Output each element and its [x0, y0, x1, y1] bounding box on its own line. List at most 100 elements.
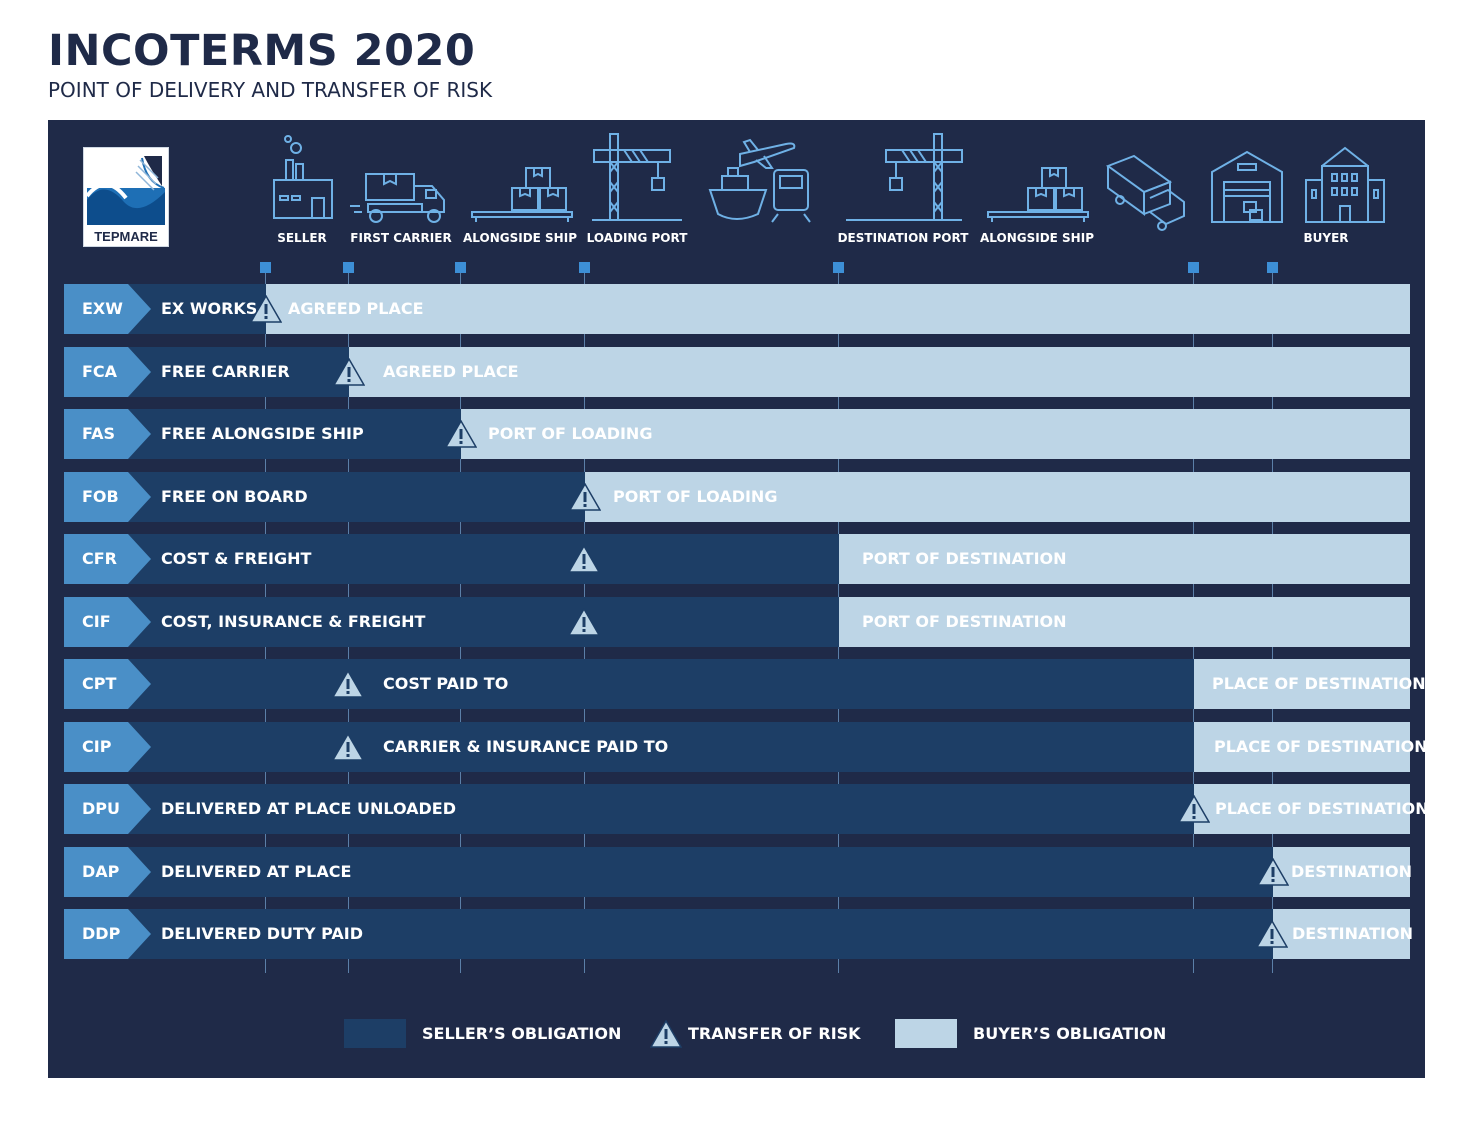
- buyer-obligation-bar: [839, 597, 1410, 647]
- stage-label-seller: SELLER: [277, 231, 327, 245]
- transfer-of-risk-icon: [568, 608, 600, 636]
- transfer-of-risk-icon: [333, 358, 365, 386]
- term-name: DELIVERED DUTY PAID: [161, 924, 363, 943]
- term-code: CIP: [82, 737, 112, 756]
- delivery-point-label: PORT OF DESTINATION: [862, 612, 1067, 631]
- term-row-cfr: CFR COST & FREIGHT PORT OF DESTINATION: [64, 534, 1410, 584]
- delivery-point-label: PORT OF DESTINATION: [862, 549, 1067, 568]
- legend-seller-swatch: [344, 1019, 406, 1048]
- term-code-chevron: [64, 847, 151, 897]
- buyer-obligation-bar: [266, 284, 1410, 334]
- term-name: COST & FREIGHT: [161, 549, 312, 568]
- page-subtitle: POINT OF DELIVERY AND TRANSFER OF RISK: [48, 78, 493, 102]
- term-name: FREE ON BOARD: [161, 487, 308, 506]
- timeline-marker: [260, 262, 271, 273]
- pallet-boxes-icon: [471, 167, 573, 222]
- delivery-point-label: PORT OF LOADING: [613, 487, 778, 506]
- page-title: INCOTERMS 2020: [48, 26, 476, 76]
- buyer-obligation-bar: [349, 347, 1410, 397]
- seller-obligation-bar: [64, 722, 1194, 772]
- term-name: EX WORKS: [161, 299, 258, 318]
- term-row-cip: CIP CARRIER & INSURANCE PAID TO PLACE OF…: [64, 722, 1428, 772]
- delivery-point-label: DESTINATION: [1291, 862, 1412, 881]
- term-code-chevron: [64, 597, 151, 647]
- term-code-chevron: [64, 347, 151, 397]
- buyer-obligation-bar: [1194, 784, 1410, 834]
- transfer-of-risk-icon: [445, 420, 477, 448]
- transfer-of-risk-icon: [569, 483, 601, 511]
- term-row-ddp: DDP DELIVERED DUTY PAID DESTINATION: [64, 909, 1413, 959]
- stage-label-first-carrier: FIRST CARRIER: [350, 231, 452, 245]
- legend-buyer-swatch: [895, 1019, 957, 1048]
- transfer-of-risk-icon: [332, 733, 364, 761]
- term-row-exw: EXW EX WORKS AGREED PLACE: [64, 284, 1410, 334]
- term-name: COST, INSURANCE & FREIGHT: [161, 612, 426, 631]
- seller-obligation-bar: [64, 534, 839, 584]
- stage-label-alongside-ship-origin: ALONGSIDE SHIP: [463, 231, 577, 245]
- buyer-obligation-bar: [1273, 847, 1410, 897]
- legend-seller-label: SELLER’S OBLIGATION: [422, 1024, 622, 1043]
- term-code-chevron: [64, 722, 151, 772]
- delivery-point-label: PORT OF LOADING: [488, 424, 653, 443]
- buyer-obligation-bar: [585, 472, 1410, 522]
- term-row-dpu: DPU DELIVERED AT PLACE UNLOADED PLACE OF…: [64, 784, 1429, 834]
- term-code: FAS: [82, 424, 115, 443]
- term-row-dap: DAP DELIVERED AT PLACE DESTINATION: [64, 847, 1412, 897]
- transfer-of-risk-icon: [250, 295, 282, 323]
- delivery-point-label: AGREED PLACE: [288, 299, 424, 318]
- pallet-boxes-icon: [987, 167, 1089, 222]
- legend-risk-label: TRANSFER OF RISK: [688, 1024, 861, 1043]
- truck-icon: [350, 173, 445, 223]
- timeline-marker: [1267, 262, 1278, 273]
- plane-ship-train-icon: [708, 138, 811, 223]
- timeline-marker: [833, 262, 844, 273]
- term-code: CPT: [82, 674, 117, 693]
- term-code-chevron: [64, 659, 151, 709]
- timeline-marker: [579, 262, 590, 273]
- legend-buyer-label: BUYER’S OBLIGATION: [973, 1024, 1167, 1043]
- factory-icon: [273, 135, 333, 219]
- warehouse-icon: [1211, 150, 1283, 223]
- term-name: DELIVERED AT PLACE UNLOADED: [161, 799, 456, 818]
- term-code-chevron: [64, 909, 151, 959]
- transfer-of-risk-icon: [1256, 920, 1288, 948]
- term-code-chevron: [64, 472, 151, 522]
- buyer-obligation-bar: [839, 534, 1410, 584]
- buyer-obligation-bar: [1194, 659, 1410, 709]
- delivery-point-label: DESTINATION: [1292, 924, 1413, 943]
- term-code: DPU: [82, 799, 120, 818]
- delivery-point-label: PLACE OF DESTINATION: [1215, 799, 1429, 818]
- tepmare-logo: TEPMARE: [83, 147, 169, 247]
- seller-obligation-bar: [64, 847, 1273, 897]
- term-code: FCA: [82, 362, 118, 381]
- term-row-cif: CIF COST, INSURANCE & FREIGHT PORT OF DE…: [64, 597, 1410, 647]
- seller-obligation-bar: [64, 909, 1273, 959]
- stage-label-loading-port: LOADING PORT: [586, 231, 688, 245]
- seller-obligation-bar: [64, 597, 839, 647]
- term-row-fca: FCA FREE CARRIER AGREED PLACE: [64, 347, 1410, 397]
- term-name: DELIVERED AT PLACE: [161, 862, 352, 881]
- term-name: FREE ALONGSIDE SHIP: [161, 424, 364, 443]
- term-name: FREE CARRIER: [161, 362, 290, 381]
- crane-icon: [846, 133, 963, 221]
- term-row-cpt: CPT COST PAID TO PLACE OF DESTINATION: [64, 659, 1426, 709]
- term-code: DAP: [82, 862, 120, 881]
- term-code: FOB: [82, 487, 119, 506]
- term-code-chevron: [64, 284, 151, 334]
- transfer-of-risk-icon: [1257, 858, 1289, 886]
- buyer-obligation-bar: [461, 409, 1410, 459]
- stage-label-buyer: BUYER: [1303, 231, 1349, 245]
- seller-obligation-bar: [64, 659, 1194, 709]
- term-code: DDP: [82, 924, 121, 943]
- timeline-marker: [455, 262, 466, 273]
- buyer-obligation-bar: [1194, 722, 1410, 772]
- term-code-chevron: [64, 784, 151, 834]
- term-code: CIF: [82, 612, 111, 631]
- delivery-point-label: PLACE OF DESTINATION: [1214, 737, 1428, 756]
- term-code-chevron: [64, 534, 151, 584]
- stage-label-destination-port: DESTINATION PORT: [837, 231, 969, 245]
- delivery-point-label: AGREED PLACE: [383, 362, 519, 381]
- transfer-of-risk-icon: [332, 670, 364, 698]
- transfer-of-risk-icon: [568, 545, 600, 573]
- office-building-icon: [1305, 146, 1385, 223]
